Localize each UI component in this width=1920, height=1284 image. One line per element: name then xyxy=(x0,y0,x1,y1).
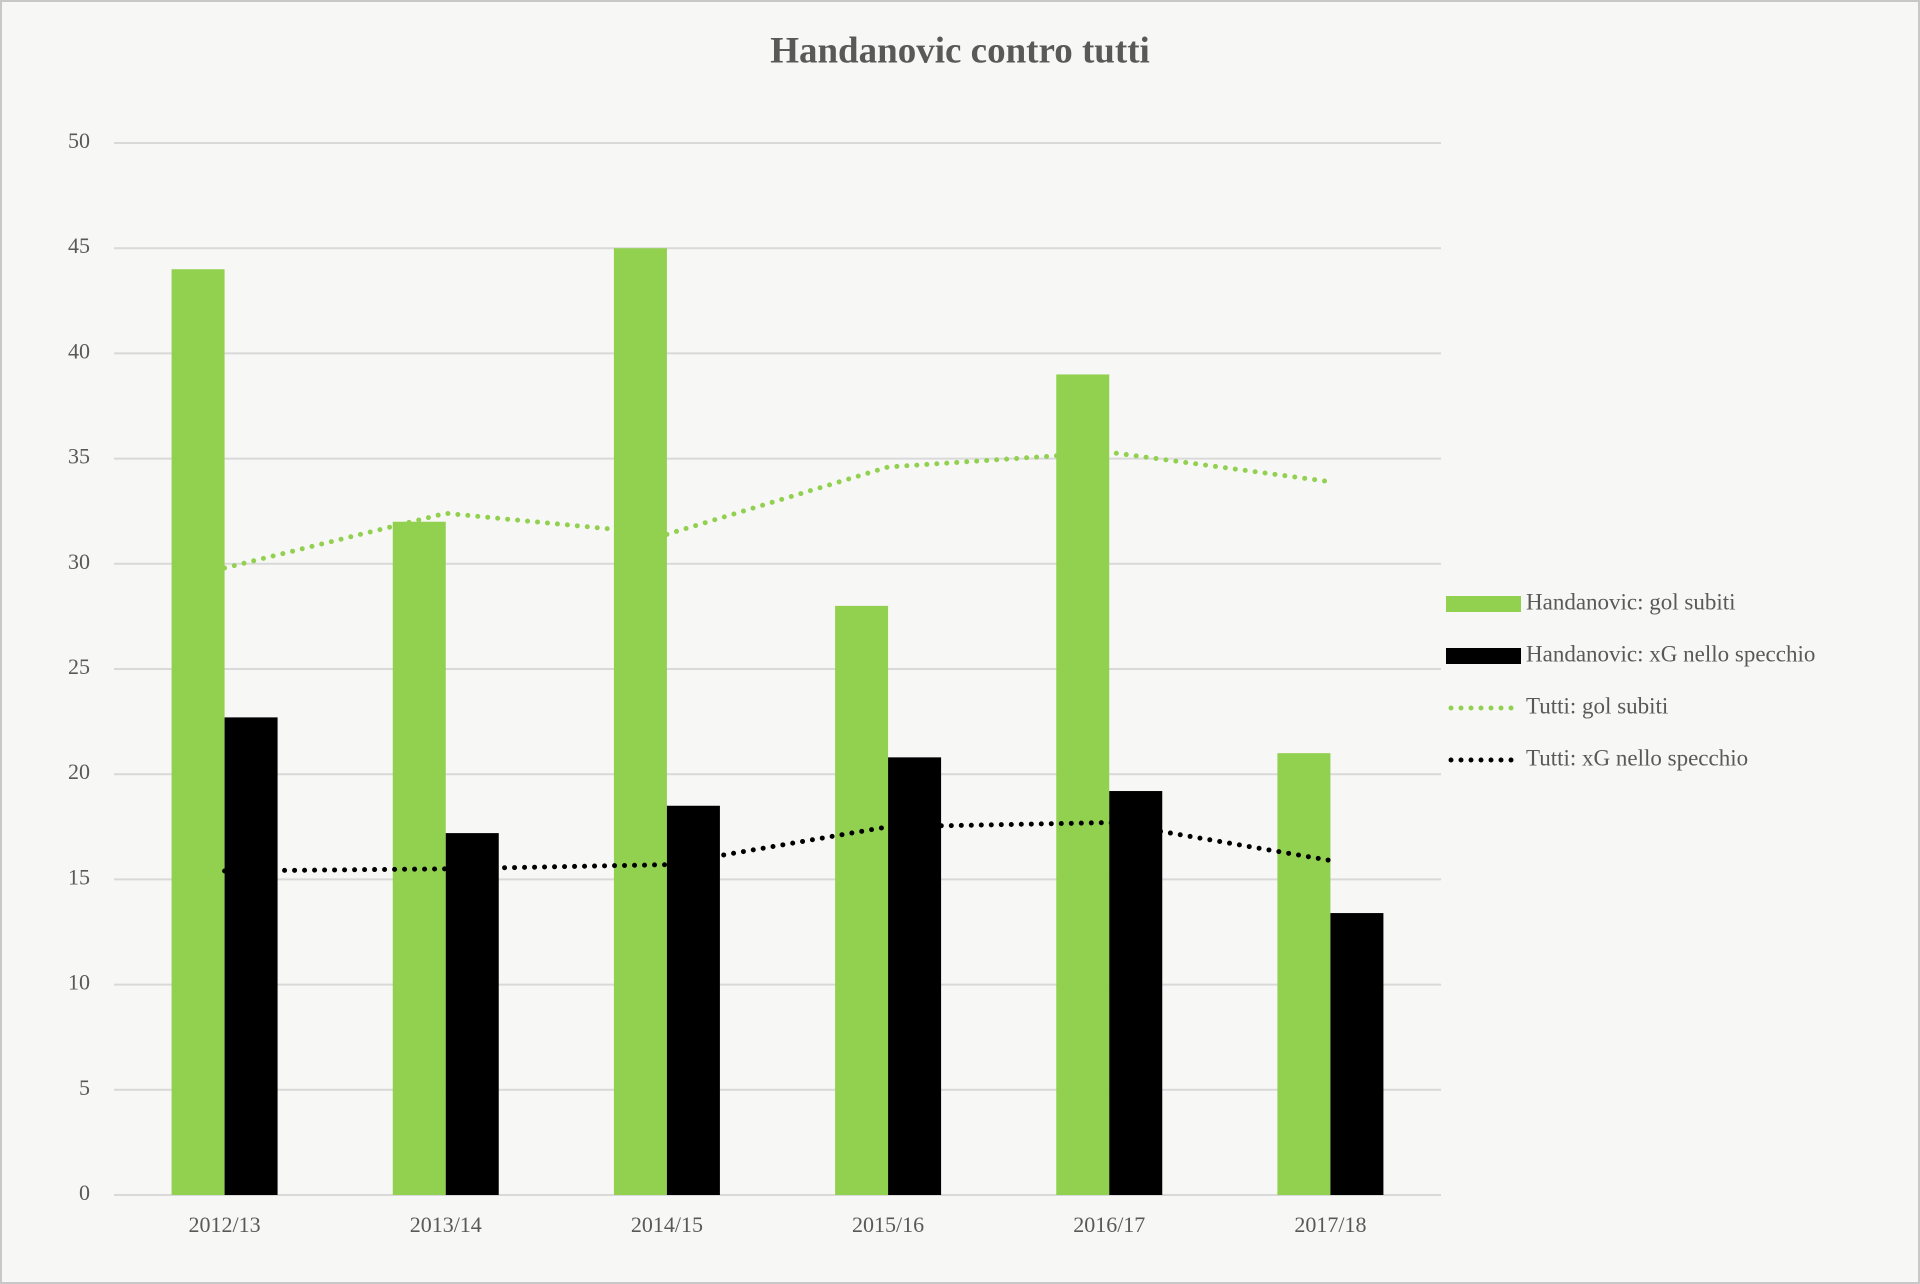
x-tick-label: 2012/13 xyxy=(189,1212,261,1237)
bar xyxy=(1277,753,1331,1195)
x-tick-label: 2016/17 xyxy=(1073,1212,1145,1237)
line-series xyxy=(222,449,1333,571)
bar xyxy=(1056,374,1110,1195)
bar xyxy=(888,757,942,1195)
bar xyxy=(1109,791,1163,1195)
bar xyxy=(392,521,446,1195)
bar xyxy=(224,717,278,1195)
bar xyxy=(445,833,499,1195)
bar xyxy=(666,805,720,1195)
y-tick-label: 25 xyxy=(68,654,90,679)
bar xyxy=(835,605,889,1195)
y-tick-label: 45 xyxy=(68,233,90,258)
y-tick-label: 15 xyxy=(68,864,90,889)
legend-swatch xyxy=(1446,648,1521,664)
bar xyxy=(613,248,667,1195)
y-tick-label: 35 xyxy=(68,444,90,469)
y-tick-label: 20 xyxy=(68,759,90,784)
y-tick-label: 0 xyxy=(79,1180,90,1205)
x-tick-label: 2017/18 xyxy=(1294,1212,1366,1237)
legend-label: Tutti: gol subiti xyxy=(1526,693,1668,718)
chart-title: Handanovic contro tutti xyxy=(770,30,1150,71)
y-tick-label: 10 xyxy=(68,970,90,995)
y-tick-label: 40 xyxy=(68,338,90,363)
legend-label: Handanovic: gol subiti xyxy=(1526,589,1736,614)
bar xyxy=(171,269,225,1195)
x-tick-label: 2015/16 xyxy=(852,1212,924,1237)
legend-label: Tutti: xG nello specchio xyxy=(1526,745,1748,770)
y-tick-label: 50 xyxy=(68,128,90,153)
x-tick-label: 2013/14 xyxy=(410,1212,482,1237)
legend-label: Handanovic: xG nello specchio xyxy=(1526,641,1815,666)
y-tick-label: 30 xyxy=(68,549,90,574)
y-tick-label: 5 xyxy=(79,1075,90,1100)
x-tick-label: 2014/15 xyxy=(631,1212,703,1237)
bar xyxy=(1330,913,1384,1195)
legend-swatch xyxy=(1446,596,1521,612)
